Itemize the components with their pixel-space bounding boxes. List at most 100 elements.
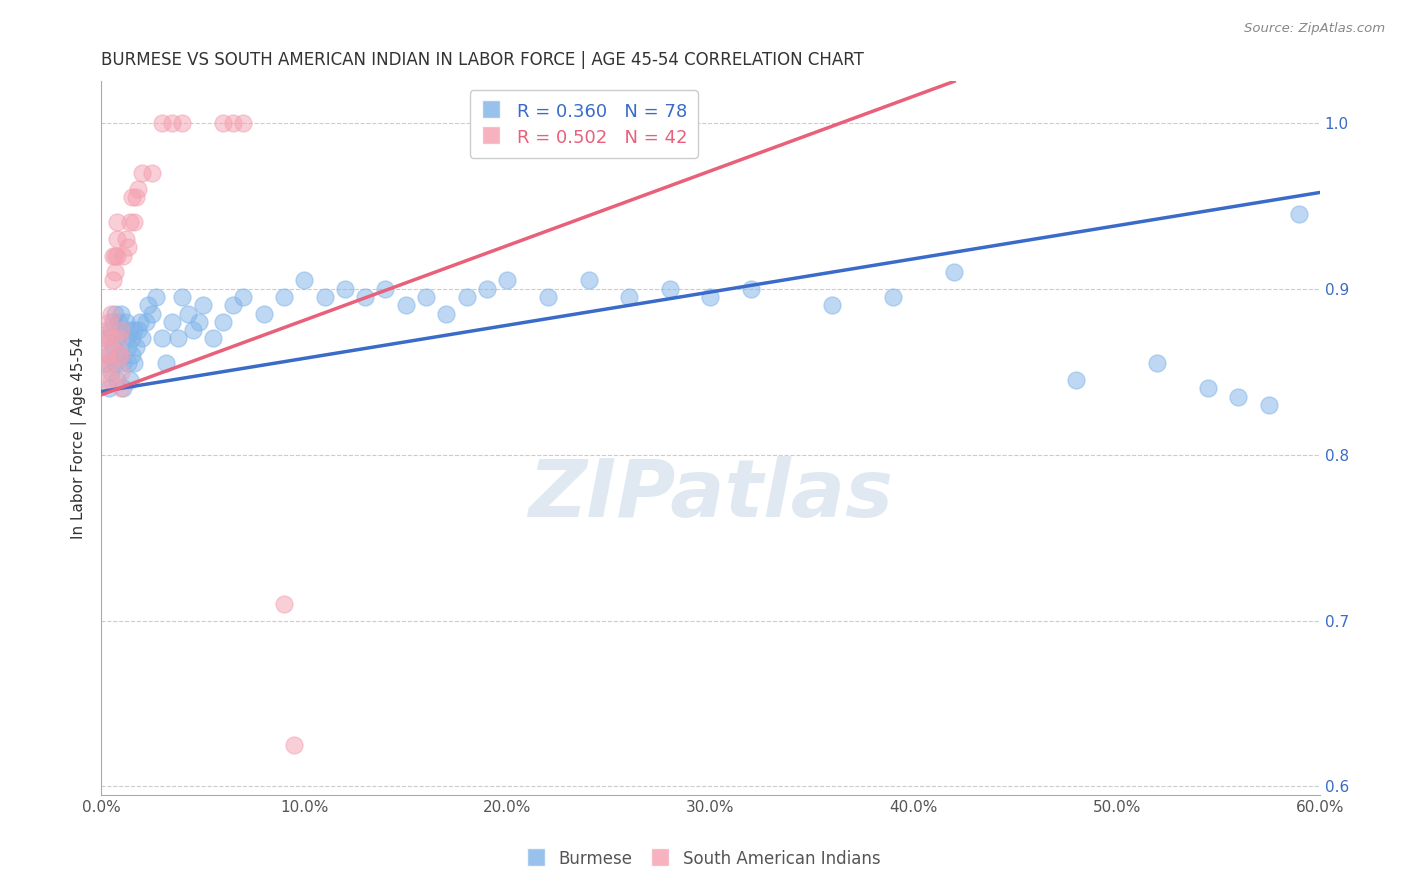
Point [118,373,141,387]
Point [112,356,135,370]
Point [110,348,132,362]
Point [104,265,127,279]
Point [283,738,305,752]
Point [117,340,139,354]
Point [155,356,177,370]
Legend: Burmese, South American Indians: Burmese, South American Indians [519,843,887,875]
Point [181,323,204,337]
Point [110,323,132,337]
Point [1288,207,1310,221]
Point [105,232,128,246]
Point [131,331,153,345]
Point [150,116,173,130]
Point [1227,390,1250,404]
Point [100,331,122,345]
Point [117,240,139,254]
Point [160,315,183,329]
Point [252,307,274,321]
Point [141,307,163,321]
Point [105,215,128,229]
Point [273,597,295,611]
Point [96,348,118,362]
Point [104,248,127,262]
Point [98,381,121,395]
Point [212,116,235,130]
Point [118,215,141,229]
Point [658,282,681,296]
Point [699,290,721,304]
Point [127,323,149,337]
Point [131,165,153,179]
Point [141,165,163,179]
Point [104,356,127,370]
Point [172,290,194,304]
Point [110,381,132,395]
Point [150,331,173,345]
Point [292,273,315,287]
Point [98,348,121,362]
Point [415,290,437,304]
Text: ZIPatlas: ZIPatlas [527,456,893,534]
Point [1146,356,1168,370]
Point [145,290,167,304]
Point [100,307,122,321]
Point [222,298,245,312]
Point [617,290,640,304]
Point [456,290,478,304]
Point [98,315,121,329]
Point [94,331,117,345]
Point [122,215,145,229]
Point [114,315,136,329]
Point [121,331,143,345]
Point [112,248,135,262]
Point [110,348,132,362]
Point [127,182,149,196]
Point [232,290,254,304]
Point [94,356,117,370]
Point [100,373,122,387]
Point [108,315,131,329]
Point [187,315,209,329]
Point [122,323,145,337]
Point [104,307,127,321]
Point [136,298,159,312]
Legend: R = 0.360   N = 78, R = 0.502   N = 42: R = 0.360 N = 78, R = 0.502 N = 42 [470,90,697,158]
Point [103,315,125,329]
Point [124,340,146,354]
Point [96,323,118,337]
Point [121,348,143,362]
Point [740,282,762,296]
Point [374,282,396,296]
Point [103,248,125,262]
Point [94,356,117,370]
Point [114,331,136,345]
Point [177,307,200,321]
Point [103,340,125,354]
Point [98,340,121,354]
Point [110,365,132,379]
Point [108,331,131,345]
Point [96,331,118,345]
Point [537,290,560,304]
Point [172,116,194,130]
Point [105,248,128,262]
Text: Source: ZipAtlas.com: Source: ZipAtlas.com [1244,22,1385,36]
Point [821,298,844,312]
Point [212,315,235,329]
Point [108,348,131,362]
Point [333,282,356,296]
Point [167,331,190,345]
Point [1064,373,1087,387]
Point [117,356,139,370]
Point [122,356,145,370]
Point [201,331,224,345]
Point [121,190,143,204]
Point [100,365,122,379]
Point [105,331,128,345]
Point [100,323,122,337]
Point [110,307,132,321]
Point [98,356,121,370]
Y-axis label: In Labor Force | Age 45-54: In Labor Force | Age 45-54 [72,337,87,539]
Point [882,290,904,304]
Point [108,348,131,362]
